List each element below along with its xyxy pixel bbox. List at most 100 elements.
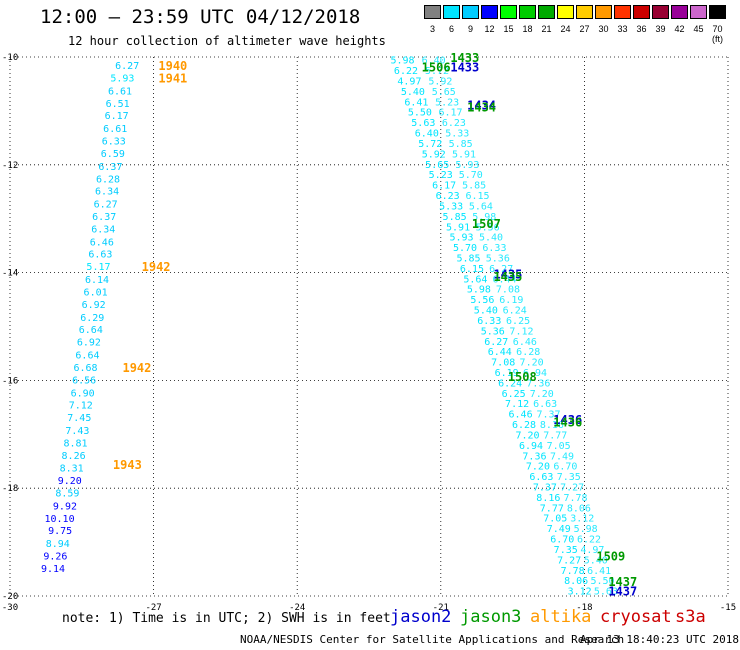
swh-value: 5.93 <box>455 160 479 171</box>
y-tick-label: -14 <box>2 269 18 279</box>
color-scale-label: 27 <box>579 24 590 34</box>
swh-value: 6.24 <box>503 306 527 317</box>
color-scale-swatch <box>690 5 707 19</box>
swh-value: 8.06 <box>564 576 588 587</box>
swh-value: 5.85 <box>456 253 480 264</box>
swh-value: 6.63 <box>533 399 557 410</box>
swh-value: 5.40 <box>479 233 503 244</box>
generated-timestamp: Apr 13 18:40:23 UTC 2018 <box>580 633 739 646</box>
swh-value: 6.28 <box>516 347 540 358</box>
color-scale-label: 9 <box>467 24 473 34</box>
swh-value: 6.27 <box>94 200 118 211</box>
swh-value: 6.63 <box>529 472 553 483</box>
swh-value: 5.98 <box>472 212 496 223</box>
time-label: 1437 <box>608 585 637 599</box>
time-label: 1940 <box>158 59 187 73</box>
swh-value: 6.27 <box>489 264 513 275</box>
swh-value: 7.20 <box>526 462 550 473</box>
swh-value: 7.08 <box>496 285 520 296</box>
swh-value: 10.10 <box>45 514 75 525</box>
swh-value: 5.65 <box>432 87 456 98</box>
time-label: 1436 <box>553 415 582 429</box>
x-tick-label: -18 <box>576 603 592 613</box>
y-tick-label: -12 <box>2 161 18 171</box>
legend-jason3: jason3 <box>460 607 522 627</box>
time-label: 1435 <box>493 270 522 284</box>
swh-value: 7.35 <box>554 545 578 556</box>
swh-value: 6.90 <box>71 388 95 399</box>
y-tick-label: -20 <box>2 592 18 602</box>
swh-value: 6.40 <box>415 129 439 140</box>
time-label: 1509 <box>596 550 625 564</box>
swh-value: 6.92 <box>82 300 106 311</box>
swh-value: 5.91 <box>446 222 470 233</box>
swh-value: 7.35 <box>557 472 581 483</box>
swh-value: 6.94 <box>523 368 547 379</box>
swh-value: 6.41 <box>404 97 428 108</box>
swh-value: 6.34 <box>95 187 119 198</box>
swh-value: 7.12 <box>69 401 93 412</box>
swh-value: 6.22 <box>394 66 418 77</box>
swh-value: 7.12 <box>509 326 533 337</box>
swh-value: 6.15 <box>465 191 489 202</box>
time-label: 1507 <box>472 217 501 231</box>
color-scale-swatch <box>519 5 536 19</box>
swh-value: 6.14 <box>85 275 109 286</box>
swh-value: 6.01 <box>84 287 108 298</box>
swh-value: 9.14 <box>41 564 65 575</box>
swh-value: 5.72 <box>418 139 442 150</box>
x-tick-label: -15 <box>720 603 736 613</box>
swh-value: 7.77 <box>543 430 567 441</box>
color-scale-label: 33 <box>617 24 628 34</box>
swh-value: 8.31 <box>60 464 84 475</box>
x-tick-label: -21 <box>433 603 449 613</box>
swh-value: 5.40 <box>401 87 425 98</box>
swh-value: 6.34 <box>91 224 115 235</box>
swh-value: 7.36 <box>522 451 546 462</box>
color-scale-swatch <box>709 5 726 19</box>
color-scale-swatch <box>576 5 593 19</box>
x-tick-label: -30 <box>2 603 18 613</box>
page-subtitle: 12 hour collection of altimeter wave hei… <box>68 34 386 48</box>
swh-value: 5.63 <box>594 587 618 598</box>
swh-value: 6.70 <box>550 535 574 546</box>
swh-value: 6.59 <box>101 149 125 160</box>
swh-value: 6.44 <box>493 274 517 285</box>
swh-value: 5.17 <box>86 262 110 273</box>
y-tick-label: -18 <box>2 484 18 494</box>
color-scale-label: 3 <box>429 24 435 34</box>
swh-value: 6.61 <box>103 124 127 135</box>
swh-value: 7.27 <box>557 555 581 566</box>
color-scale-swatch <box>424 5 441 19</box>
swh-value: 6.22 <box>577 535 601 546</box>
swh-value: 4.97 <box>580 545 604 556</box>
swh-value: 6.37 <box>92 212 116 223</box>
swh-value: 5.36 <box>486 253 510 264</box>
swh-value: 7.78 <box>563 493 587 504</box>
y-tick-label: -10 <box>2 53 18 63</box>
color-scale-label: 45 <box>693 24 704 34</box>
swh-value: 5.56 <box>476 222 500 233</box>
time-label: 1942 <box>122 361 151 375</box>
swh-value: 6.63 <box>88 250 112 261</box>
swh-value: 7.20 <box>530 389 554 400</box>
swh-value: 8.81 <box>63 438 87 449</box>
swh-value: 6.15 <box>460 264 484 275</box>
swh-value: 7.08 <box>491 358 515 369</box>
swh-value: 5.65 <box>425 160 449 171</box>
swh-value: 8.16 <box>536 493 560 504</box>
time-label: 1506 <box>422 61 451 75</box>
color-scale-label: 15 <box>503 24 514 34</box>
color-scale-swatch <box>671 5 688 19</box>
swh-value: 3.12 <box>570 514 594 525</box>
swh-value: 6.41 <box>587 566 611 577</box>
swh-value: 5.92 <box>422 149 446 160</box>
time-label: 1941 <box>158 71 187 85</box>
color-scale-swatch <box>595 5 612 19</box>
swh-value: 7.36 <box>526 378 550 389</box>
swh-value: 8.26 <box>62 451 86 462</box>
swh-value: 7.37 <box>536 410 560 421</box>
swh-value: 6.23 <box>436 191 460 202</box>
swh-value: 7.78 <box>561 566 585 577</box>
